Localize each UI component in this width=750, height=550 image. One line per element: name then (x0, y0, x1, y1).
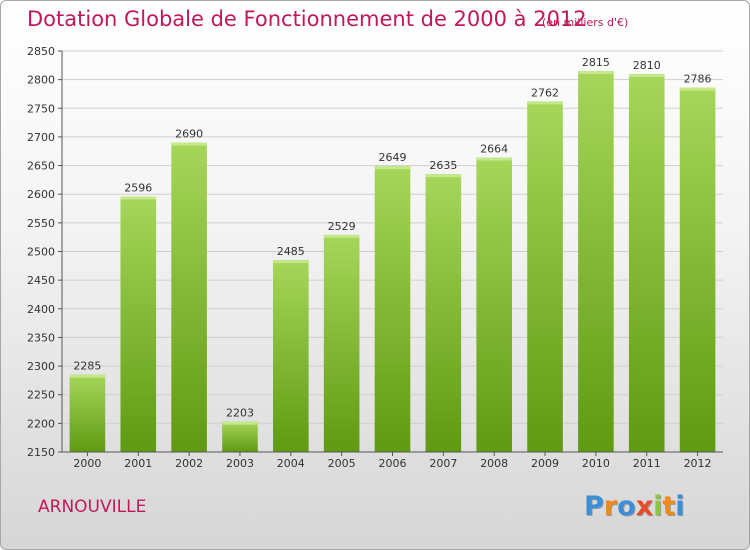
bar (323, 234, 360, 452)
data-label: 2203 (226, 407, 254, 420)
logo-letter: r (603, 491, 618, 522)
unit-label: (en milliers d'€) (542, 16, 629, 29)
y-tick-label: 2300 (27, 360, 55, 373)
commune-name: ARNOUVILLE (38, 497, 147, 517)
x-tick-label: 2000 (73, 457, 101, 470)
data-label: 2810 (633, 59, 661, 72)
logo-letter: x (635, 491, 654, 522)
y-tick-label: 2150 (27, 446, 55, 459)
bar (628, 73, 665, 453)
data-label: 2690 (175, 128, 203, 141)
x-tick-label: 2009 (531, 457, 559, 470)
bar-highlight (222, 421, 258, 425)
bar (120, 196, 157, 452)
logo-letter: i (653, 491, 663, 522)
bar (527, 101, 563, 452)
y-tick-label: 2200 (27, 417, 55, 430)
y-tick-label: 2550 (27, 217, 55, 230)
bar-highlight (628, 73, 665, 77)
data-label: 2285 (73, 360, 101, 373)
y-tick-label: 2700 (27, 131, 55, 144)
logo-letter: i (675, 491, 685, 522)
x-tick-label: 2011 (633, 457, 661, 470)
bar-highlight (679, 87, 716, 91)
data-label: 2786 (684, 73, 712, 86)
data-label: 2596 (124, 182, 152, 195)
x-tick-label: 2007 (429, 457, 457, 470)
y-tick-label: 2750 (27, 102, 55, 115)
x-tick-label: 2008 (480, 457, 508, 470)
data-label: 2635 (429, 159, 457, 172)
bar-highlight (171, 142, 207, 146)
bar-highlight (69, 374, 106, 378)
bar-highlight (323, 234, 360, 238)
data-label: 2485 (277, 245, 305, 258)
y-tick-label: 2350 (27, 331, 55, 344)
bar (69, 374, 106, 452)
logo-letter: o (617, 491, 636, 522)
y-tick-label: 2850 (27, 45, 55, 58)
bar-highlight (527, 101, 563, 105)
data-label: 2529 (328, 220, 356, 233)
bar-highlight (120, 196, 157, 200)
bar-highlight (476, 157, 512, 161)
data-label: 2664 (480, 143, 508, 156)
bar (374, 166, 411, 452)
bar (273, 260, 309, 452)
y-tick-label: 2800 (27, 74, 55, 87)
bar-highlight (578, 71, 614, 75)
y-tick-label: 2450 (27, 274, 55, 287)
proxiti-logo: Proxiti (584, 491, 685, 522)
data-label: 2649 (379, 151, 407, 164)
data-label: 2762 (531, 86, 559, 99)
y-tick-label: 2650 (27, 160, 55, 173)
y-tick-label: 2400 (27, 303, 55, 316)
x-tick-label: 2004 (277, 457, 305, 470)
bar (425, 174, 462, 452)
logo-letter: P (584, 491, 604, 522)
x-tick-label: 2003 (226, 457, 254, 470)
x-tick-label: 2002 (175, 457, 203, 470)
y-tick-label: 2500 (27, 246, 55, 259)
bar-highlight (425, 174, 462, 178)
x-tick-label: 2005 (328, 457, 356, 470)
bar (679, 87, 716, 453)
bar (222, 421, 258, 452)
chart-title: Dotation Globale de Fonctionnement de 20… (27, 7, 587, 31)
bar-highlight (374, 166, 411, 170)
x-tick-label: 2001 (124, 457, 152, 470)
bar (171, 142, 207, 452)
bar (476, 157, 512, 452)
x-tick-label: 2012 (684, 457, 712, 470)
x-tick-label: 2010 (582, 457, 610, 470)
y-tick-label: 2250 (27, 389, 55, 402)
bar-highlight (273, 260, 309, 264)
y-tick-label: 2600 (27, 188, 55, 201)
logo-letter: t (662, 491, 676, 522)
data-label: 2815 (582, 56, 610, 69)
x-tick-label: 2006 (379, 457, 407, 470)
bar (578, 71, 614, 453)
